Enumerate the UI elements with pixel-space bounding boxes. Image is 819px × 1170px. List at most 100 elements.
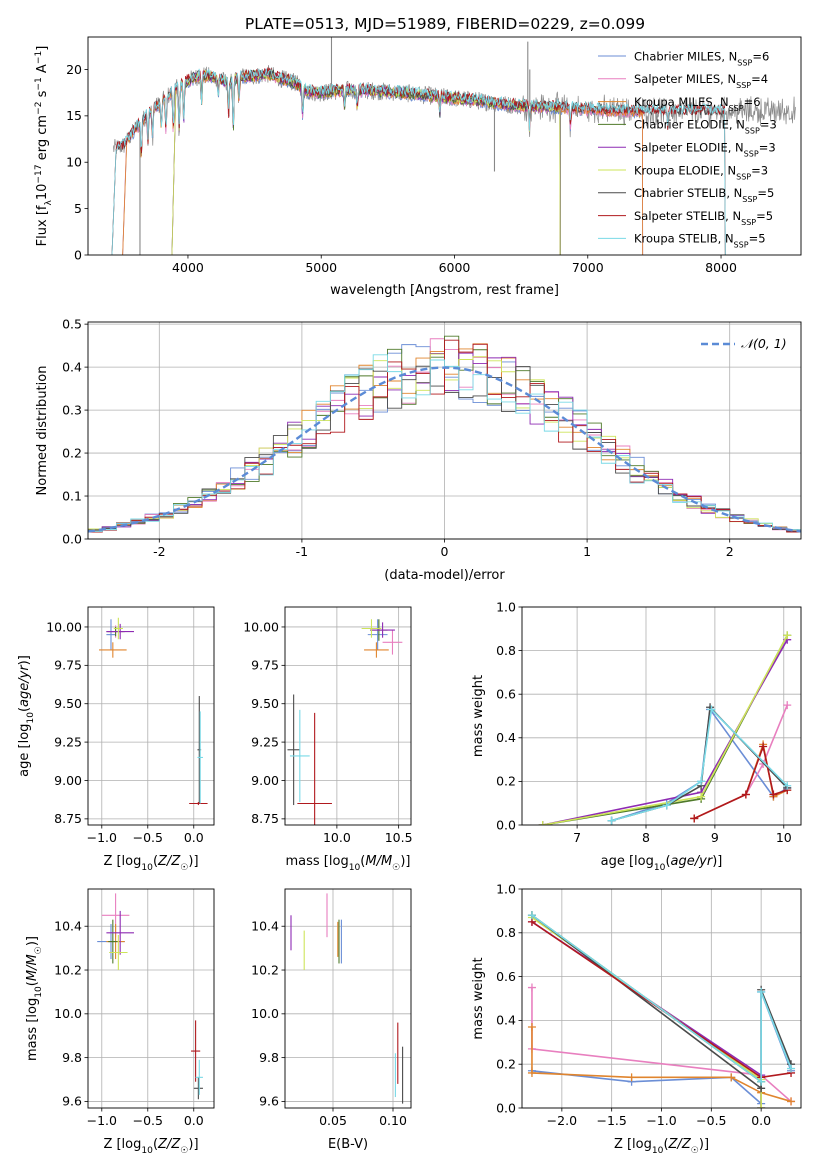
weight-vs-Z-panel: −2.0 −1.5 −1.0 −0.5 0.0 0.0 0.2 0.4 0.6 0.8 1.0 Z [… bbox=[471, 881, 802, 1156]
errorbar-salpeter-stelib bbox=[189, 801, 208, 806]
y-tick-label: 9.75 bbox=[54, 658, 82, 673]
x-tick-label: −1.0 bbox=[87, 1113, 117, 1128]
axes-frame bbox=[521, 606, 802, 826]
x-tick-label: 9 bbox=[711, 830, 719, 845]
axes-frame bbox=[87, 321, 802, 540]
x-axis-label: Z [log10(Z/Z☉)] bbox=[614, 1137, 709, 1156]
y-tick-label: 0.8 bbox=[496, 643, 516, 658]
x-axis-label: wavelength [Angstrom, rest frame] bbox=[330, 283, 559, 298]
y-tick-label: 0.4 bbox=[62, 359, 82, 374]
y-tick-label: 8.75 bbox=[251, 811, 279, 826]
x-tick-label: 1 bbox=[583, 544, 591, 559]
figure-title: PLATE=0513, MJD=51989, FIBERID=0229, z=0… bbox=[245, 15, 645, 33]
y-tick-label: 0.2 bbox=[496, 774, 516, 789]
y-axis-label: Flux [fλ10−17 erg cm−2 s−1 A−1] bbox=[34, 46, 54, 247]
errorbar-kroupa-elodie bbox=[113, 617, 123, 640]
legend-label: Kroupa ELODIE, NSSP=3 bbox=[634, 163, 768, 181]
legend-label: Kroupa STELIB, NSSP=5 bbox=[634, 232, 766, 250]
x-tick-label: 7000 bbox=[572, 260, 604, 275]
y-tick-label: 9.00 bbox=[251, 773, 279, 788]
x-tick-label: 0.0 bbox=[184, 1113, 204, 1128]
legend-label: Salpeter MILES, NSSP=4 bbox=[634, 72, 768, 90]
y-axis-label: mass weight bbox=[471, 957, 486, 1039]
y-tick-label: 0.3 bbox=[62, 402, 82, 417]
x-axis-label: mass [log10(M/M☉)] bbox=[286, 854, 411, 873]
x-tick-label: 8 bbox=[642, 830, 650, 845]
x-tick-label: 10 bbox=[776, 830, 792, 845]
y-axis-label: age [log10(age/yr)] bbox=[17, 655, 36, 777]
age-vs-Z-plot-area bbox=[99, 617, 208, 806]
y-tick-label: 15 bbox=[66, 108, 82, 123]
y-tick-label: 1.0 bbox=[496, 599, 516, 614]
y-tick-label: 9.00 bbox=[54, 773, 82, 788]
x-tick-label: 0 bbox=[441, 544, 449, 559]
point-marker-kroupa-elodie bbox=[697, 792, 706, 801]
y-tick-label: 10 bbox=[66, 155, 82, 170]
x-tick-label: 0.10 bbox=[379, 1113, 407, 1128]
line-kroupa-stelib bbox=[531, 914, 792, 1084]
y-tick-label: 5 bbox=[74, 201, 82, 216]
x-tick-label: 0.05 bbox=[319, 1113, 347, 1128]
x-tick-label: 0.0 bbox=[184, 830, 204, 845]
spectrum-legend: Chabrier MILES, NSSP=6 Salpeter MILES, NS… bbox=[598, 49, 777, 249]
line-salpeter-miles bbox=[531, 987, 792, 1103]
errorbar-chabrier-stelib bbox=[193, 1077, 203, 1100]
mass-vs-EBV-panel: 0.05 0.10 9.6 9.8 10.0 10.2 10.4 E(B-V) bbox=[251, 888, 412, 1152]
weight-vs-age-plot-area bbox=[538, 631, 792, 825]
y-tick-label: 9.8 bbox=[62, 1050, 82, 1065]
point-marker-kroupa-stelib bbox=[757, 987, 766, 996]
y-tick-label: 9.75 bbox=[251, 658, 279, 673]
errorbar-salpeter-stelib bbox=[297, 712, 332, 825]
y-tick-label: 9.25 bbox=[251, 734, 279, 749]
x-tick-label: −0.5 bbox=[133, 830, 163, 845]
point-marker-kroupa-miles bbox=[527, 1022, 536, 1031]
age-vs-mass-panel: 10.0 10.5 8.75 9.00 9.25 9.50 9.75 10.00 mass [l… bbox=[243, 606, 413, 873]
mass-vs-EBV-plot-area bbox=[290, 893, 404, 1104]
age-vs-Z-panel: −1.0 −0.5 0.0 8.75 9.00 9.25 9.50 9.75 10.00 Z [l… bbox=[17, 606, 215, 873]
mass-vs-Z-plot-area bbox=[97, 893, 203, 1100]
x-axis-label: Z [log10(Z/Z☉)] bbox=[103, 854, 198, 873]
axes-frame bbox=[284, 888, 412, 1109]
errorbar-salpeter-stelib bbox=[191, 1020, 201, 1082]
model-line-kroupa-stelib bbox=[111, 68, 726, 255]
legend-label: Chabrier ELODIE, NSSP=3 bbox=[634, 118, 777, 136]
residuals-panel: -2 -1 0 1 2 0.0 0.1 0.2 0.3 0.4 0.5 (data-model)/er… bbox=[35, 316, 802, 583]
y-tick-label: 10.00 bbox=[243, 619, 279, 634]
point-marker-salpeter-stelib bbox=[690, 814, 699, 823]
errorbar-kroupa-miles bbox=[364, 642, 389, 658]
x-tick-label: 6000 bbox=[439, 260, 471, 275]
x-tick-label: −1.0 bbox=[87, 830, 117, 845]
x-tick-label: 8000 bbox=[705, 260, 737, 275]
axes-frame bbox=[87, 606, 215, 826]
point-marker-kroupa-stelib bbox=[527, 911, 536, 920]
weight-vs-age-panel: 7 8 9 10 0.0 0.2 0.4 0.6 0.8 1.0 age [log10(age/yr… bbox=[471, 599, 802, 873]
legend-label: Chabrier MILES, NSSP=6 bbox=[634, 49, 769, 67]
y-tick-label: 0.6 bbox=[496, 969, 516, 984]
y-axis-label: Normed distribution bbox=[35, 366, 50, 496]
axes-frame bbox=[87, 888, 215, 1109]
x-axis-label: E(B-V) bbox=[328, 1137, 368, 1152]
point-marker-kroupa-elodie bbox=[538, 821, 547, 825]
axes-frame bbox=[521, 888, 802, 1109]
point-marker-kroupa-miles bbox=[627, 1073, 636, 1082]
point-marker-kroupa-stelib bbox=[697, 777, 706, 786]
y-tick-label: 10.4 bbox=[251, 919, 279, 934]
errorbar-salpeter-miles bbox=[382, 630, 403, 655]
y-tick-label: 0.0 bbox=[62, 531, 82, 546]
line-kroupa-miles bbox=[531, 1026, 792, 1103]
y-tick-label: 0.1 bbox=[62, 488, 82, 503]
errorbar-kroupa-stelib bbox=[197, 711, 203, 804]
y-tick-label: 9.50 bbox=[251, 696, 279, 711]
y-tick-label: 10.0 bbox=[54, 1006, 82, 1021]
y-tick-label: 10.00 bbox=[46, 619, 82, 634]
axes-frame bbox=[284, 606, 412, 826]
y-tick-label: 9.25 bbox=[54, 734, 82, 749]
y-axis-label: mass [log10(M/M☉)] bbox=[25, 936, 44, 1061]
legend-label: Salpeter ELODIE, NSSP=3 bbox=[634, 141, 776, 159]
point-marker-kroupa-stelib bbox=[607, 816, 616, 825]
x-tick-label: 5000 bbox=[305, 260, 337, 275]
y-tick-label: 0.2 bbox=[62, 445, 82, 460]
y-tick-label: 9.8 bbox=[259, 1050, 279, 1065]
x-axis-label: age [log10(age/yr)] bbox=[601, 854, 723, 873]
